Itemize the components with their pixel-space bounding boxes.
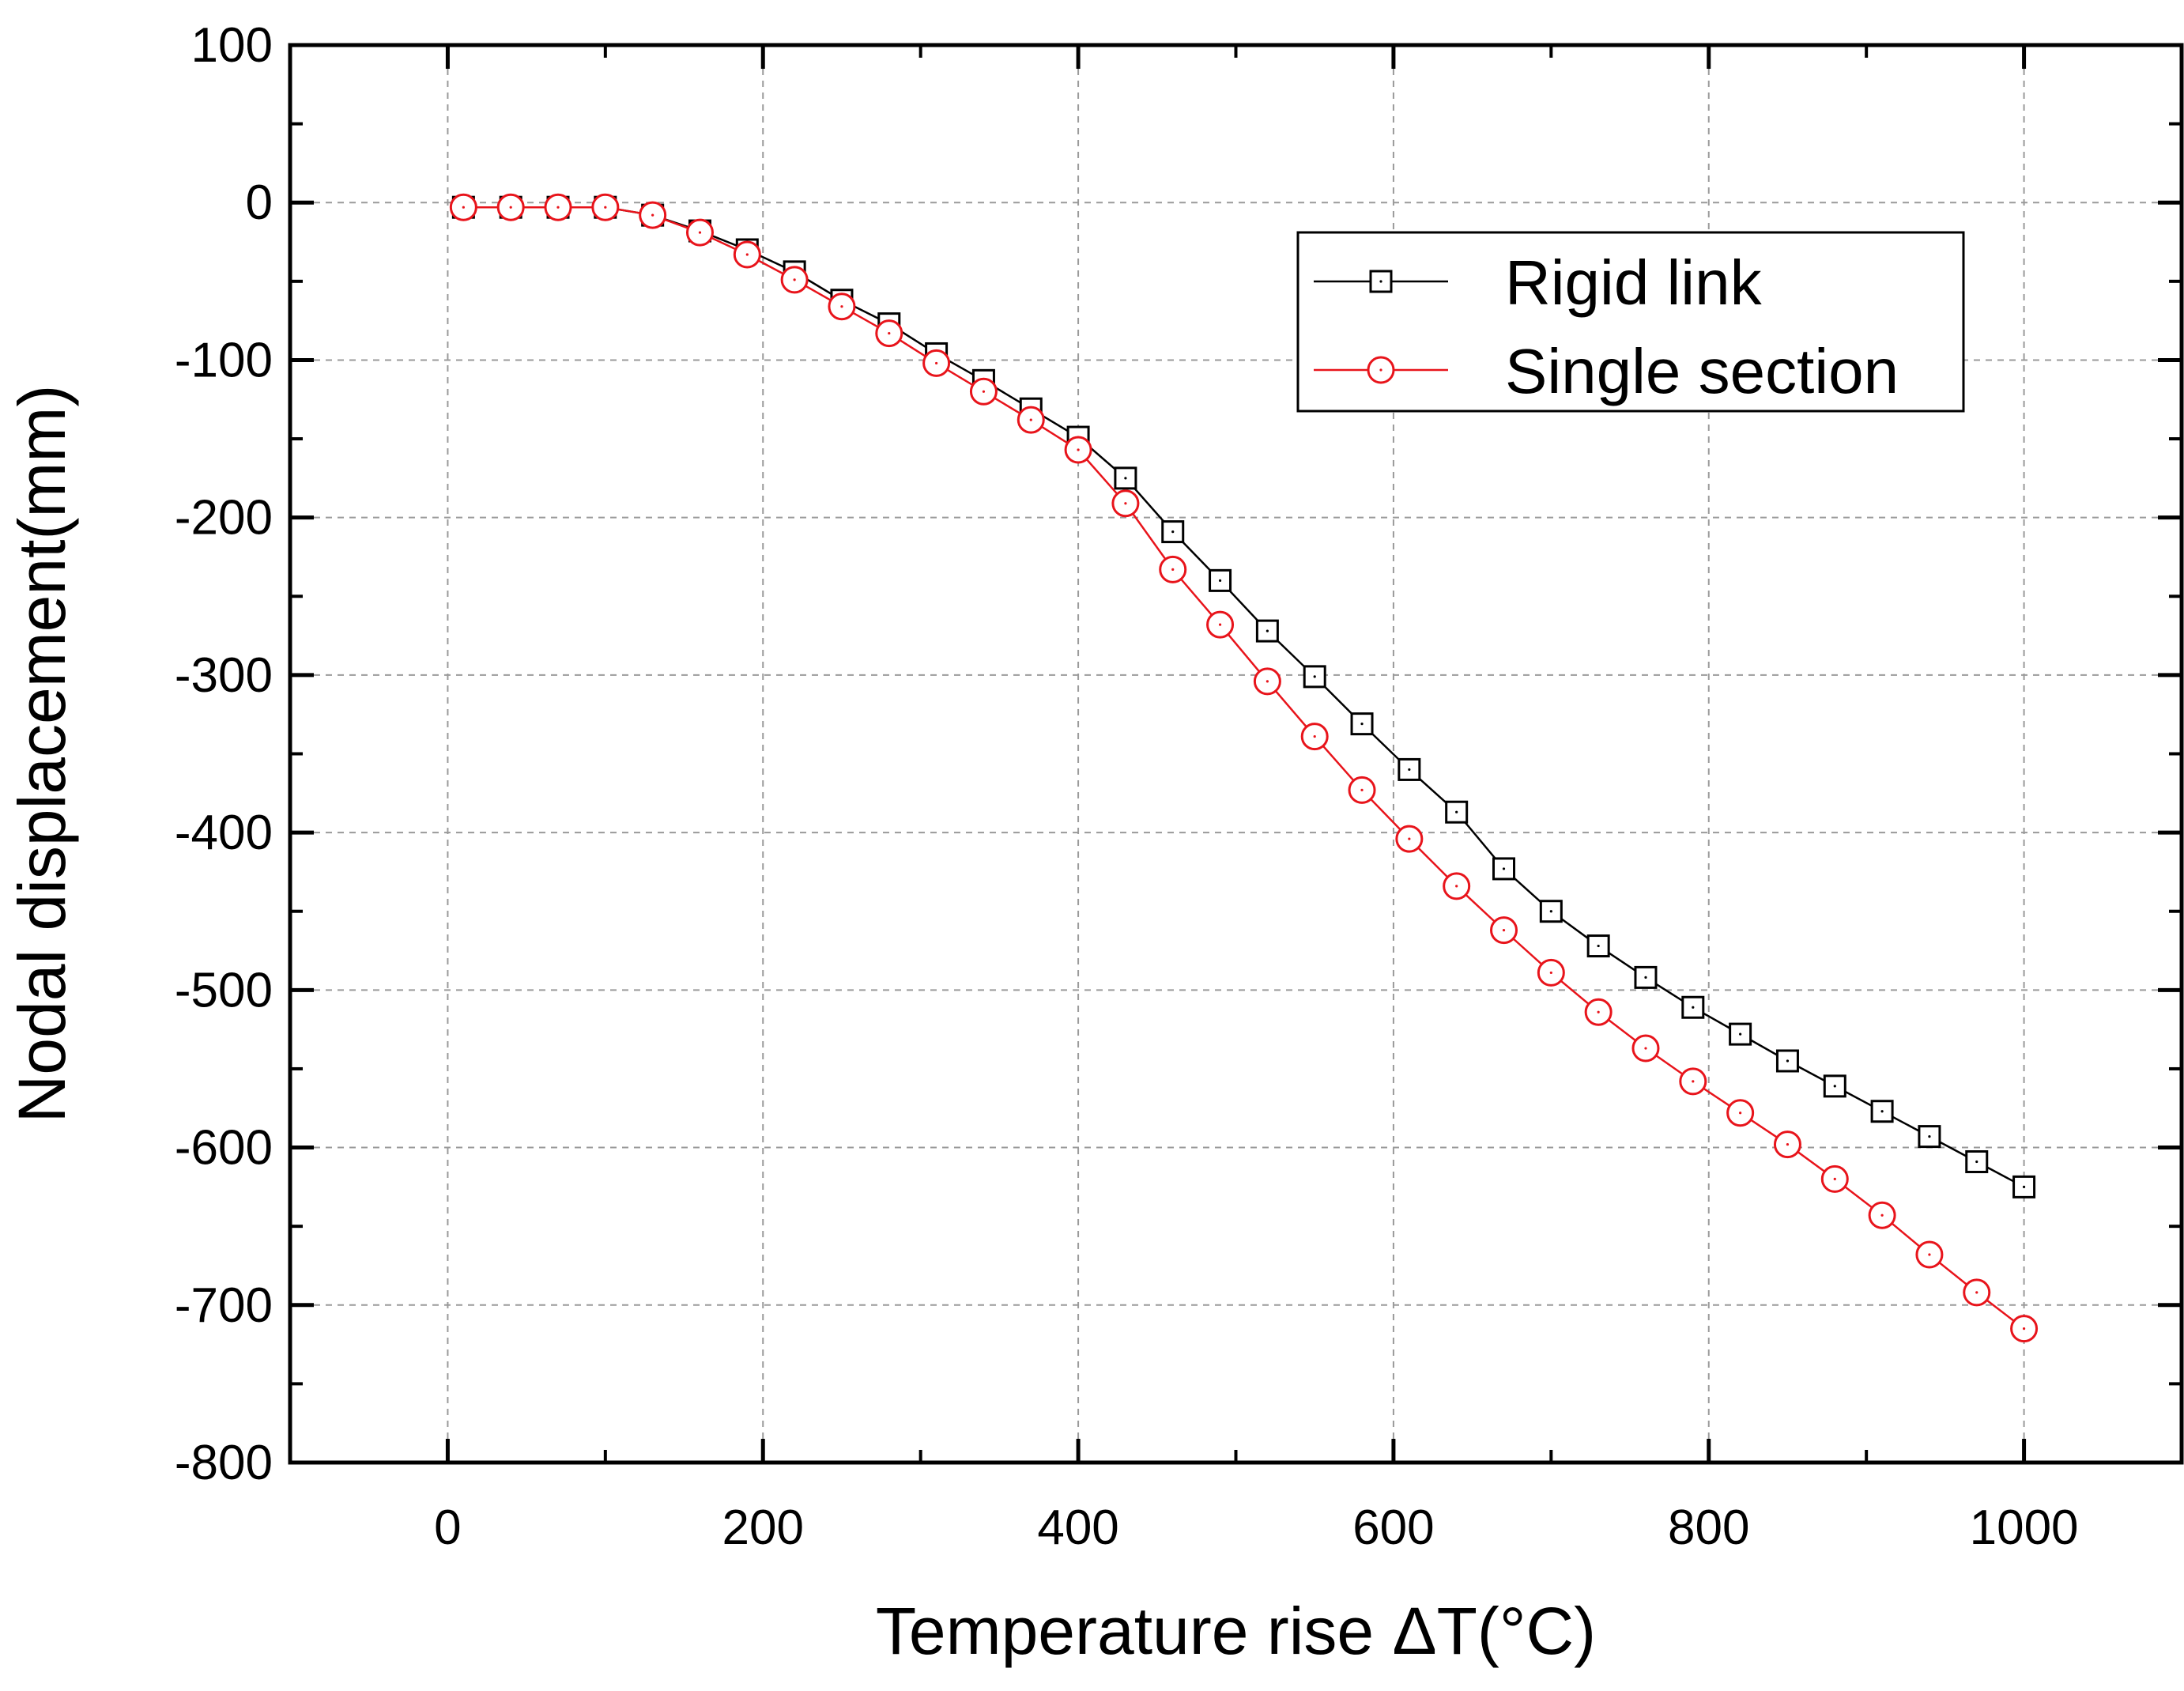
marker-center-dot — [1928, 1135, 1931, 1138]
marker-center-dot — [604, 206, 607, 209]
marker-center-dot — [935, 361, 938, 365]
marker-center-dot — [1029, 418, 1032, 421]
marker-center-dot — [1124, 477, 1127, 480]
marker-center-dot — [462, 206, 465, 209]
legend-entry: Rigid link — [1314, 247, 1763, 318]
data-point — [1918, 1125, 1941, 1149]
marker-center-dot — [1880, 1110, 1884, 1113]
marker-center-dot — [1313, 675, 1316, 678]
marker-center-dot — [1928, 1253, 1931, 1256]
legend-label: Rigid link — [1505, 247, 1763, 318]
data-point — [2012, 1175, 2036, 1198]
marker-center-dot — [1549, 910, 1552, 913]
marker-center-dot — [1218, 579, 1222, 582]
data-point — [1586, 934, 1610, 958]
marker-center-dot — [1975, 1291, 1978, 1294]
legend-box — [1296, 231, 1965, 413]
legend-label: Single section — [1505, 336, 1899, 406]
marker-center-dot — [1379, 280, 1382, 283]
marker-center-dot — [698, 231, 702, 234]
marker-center-dot — [1833, 1177, 1836, 1180]
marker-center-dot — [888, 331, 891, 335]
marker-center-dot — [1739, 1112, 1742, 1115]
y-tick-label: -700 — [175, 1278, 273, 1333]
marker-center-dot — [2022, 1327, 2026, 1331]
marker-center-dot — [1549, 971, 1552, 975]
marker-center-dot — [1455, 885, 1458, 888]
marker-center-dot — [509, 206, 512, 209]
marker-center-dot — [1833, 1085, 1836, 1088]
x-tick-label: 0 — [434, 1500, 461, 1555]
series-2 — [449, 193, 2039, 1343]
y-tick-label: -600 — [175, 1121, 273, 1176]
marker-center-dot — [1313, 734, 1316, 738]
marker-center-dot — [1739, 1032, 1742, 1036]
marker-center-dot — [745, 253, 749, 256]
series-line — [463, 206, 2025, 1188]
data-point — [1350, 712, 1374, 736]
x-axis-title: Temperature rise ΔT(°C) — [876, 1594, 1596, 1668]
marker-center-dot — [1360, 788, 1364, 791]
x-tick-label: 800 — [1668, 1500, 1749, 1555]
x-tick-label: 600 — [1352, 1500, 1434, 1555]
marker-center-dot — [1692, 1006, 1695, 1009]
marker-center-dot — [1408, 768, 1411, 772]
series-line — [463, 206, 2025, 1330]
y-tick-label: -200 — [175, 491, 273, 545]
axis-ticks — [289, 43, 2183, 1465]
x-tick-label: 1000 — [1970, 1500, 2079, 1555]
y-axis-title: Nodal displacement(mm) — [5, 385, 79, 1123]
legend-entry: Single section — [1314, 336, 1899, 406]
marker-center-dot — [1266, 680, 1269, 683]
y-tick-label: -400 — [175, 806, 273, 860]
marker-center-dot — [982, 390, 986, 393]
marker-center-dot — [1502, 867, 1506, 870]
x-tick-label: 400 — [1037, 1500, 1118, 1555]
marker-center-dot — [1975, 1160, 1978, 1164]
marker-center-dot — [651, 213, 654, 217]
marker-center-dot — [1077, 448, 1080, 451]
y-tick-label: 0 — [246, 176, 273, 230]
data-point — [1965, 1149, 1989, 1173]
data-point — [1161, 520, 1185, 544]
marker-center-dot — [1692, 1080, 1695, 1083]
marker-center-dot — [1266, 629, 1269, 632]
marker-center-dot — [1786, 1142, 1790, 1146]
marker-center-dot — [1379, 368, 1382, 372]
marker-center-dot — [1171, 568, 1175, 572]
marker-center-dot — [1502, 929, 1506, 932]
marker-center-dot — [840, 305, 843, 308]
marker-center-dot — [1171, 530, 1175, 534]
y-tick-label: -300 — [175, 648, 273, 703]
marker-center-dot — [1218, 623, 1222, 626]
marker-center-dot — [1124, 502, 1127, 505]
marker-center-dot — [1597, 1010, 1600, 1013]
marker-center-dot — [556, 206, 560, 209]
marker-center-dot — [1786, 1059, 1790, 1063]
series-layer — [449, 193, 2039, 1343]
marker-center-dot — [1360, 723, 1364, 726]
x-tick-label: 200 — [722, 1500, 804, 1555]
y-tick-label: -800 — [175, 1436, 273, 1490]
marker-center-dot — [793, 278, 796, 281]
marker-center-dot — [2022, 1185, 2026, 1188]
y-tick-label: -100 — [175, 333, 273, 387]
y-tick-label: -500 — [175, 963, 273, 1017]
marker-center-dot — [1880, 1214, 1884, 1217]
y-tick-label: 100 — [191, 18, 273, 73]
marker-center-dot — [1644, 1047, 1647, 1050]
marker-center-dot — [1455, 810, 1458, 813]
marker-center-dot — [1597, 944, 1600, 948]
data-point — [1303, 665, 1326, 689]
legend: Rigid link Single section — [1296, 231, 1965, 413]
marker-center-dot — [1644, 976, 1647, 979]
marker-center-dot — [1408, 837, 1411, 840]
